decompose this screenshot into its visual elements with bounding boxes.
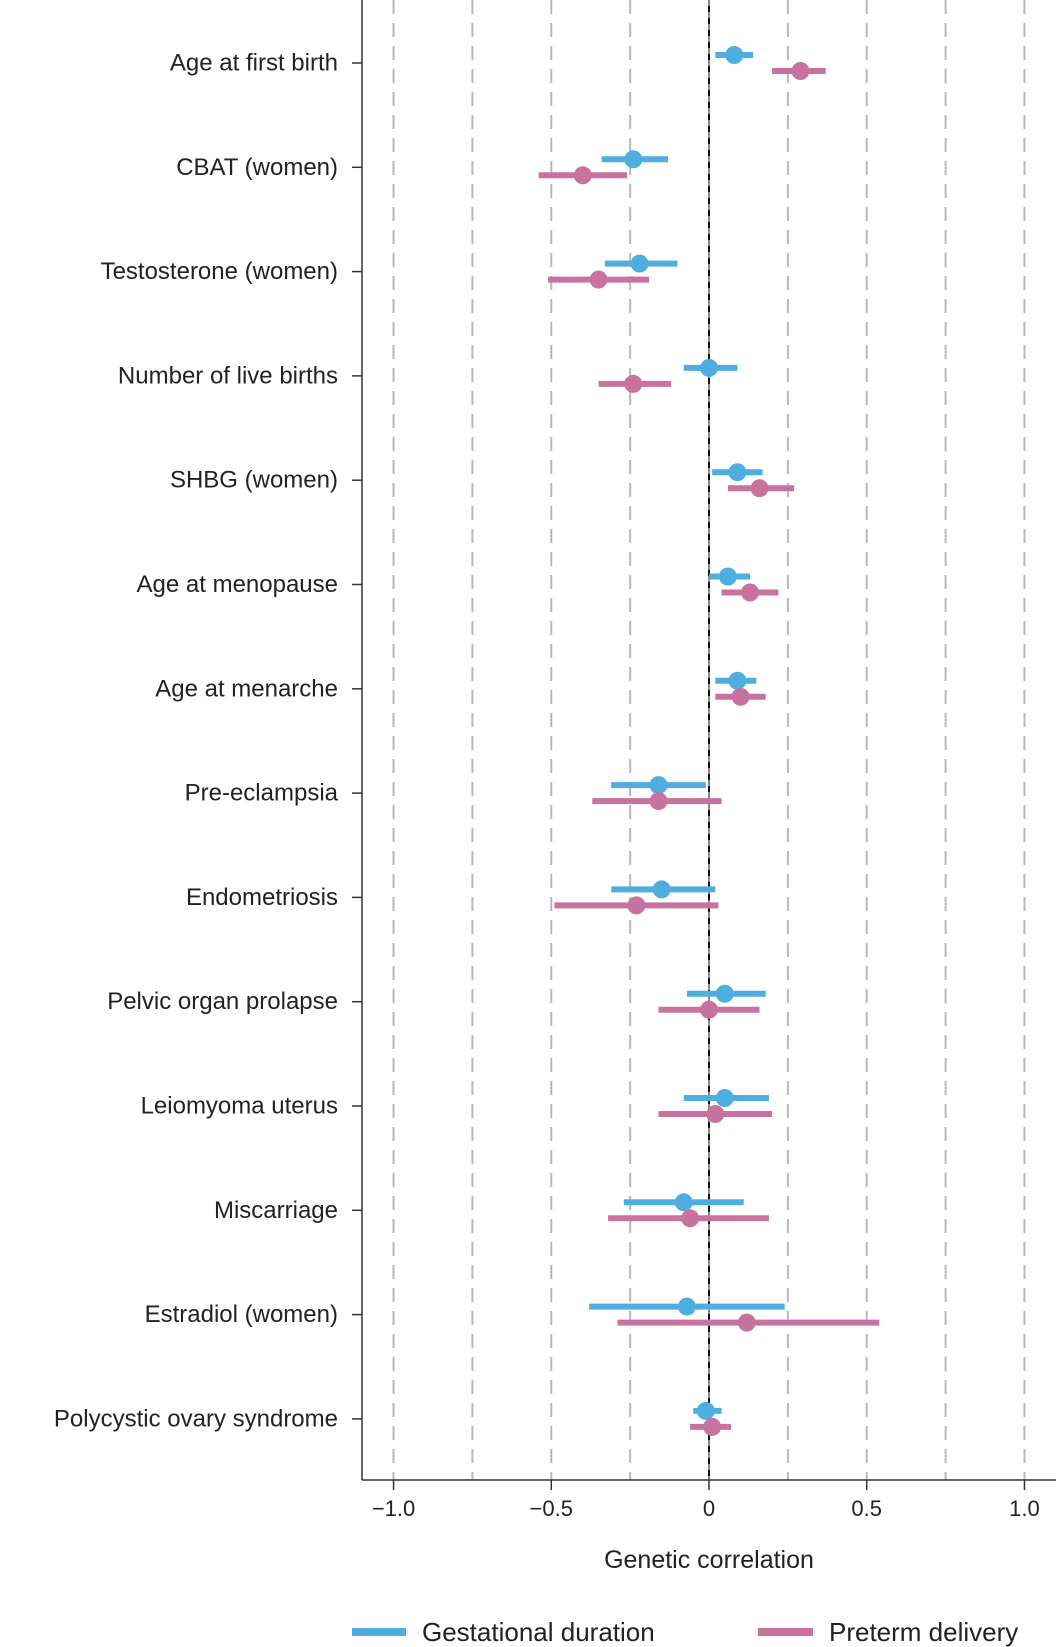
y-category-labels: Age at first birth CBAT (women) Testostero… <box>54 50 339 1433</box>
point-estimate <box>649 776 668 795</box>
point-estimate <box>706 1105 725 1123</box>
point-estimate <box>791 62 810 80</box>
category-label: Endometriosis <box>186 884 338 911</box>
point-estimate <box>731 687 750 706</box>
x-tick-label: 0.5 <box>851 1496 882 1521</box>
category-label: Testosterone (women) <box>101 258 338 285</box>
x-tick-label: −0.5 <box>530 1496 573 1521</box>
x-tick-label: −1.0 <box>372 1496 415 1521</box>
point-estimate <box>728 671 747 690</box>
data-marks <box>538 46 880 1436</box>
point-estimate <box>737 1313 756 1332</box>
point-estimate <box>700 358 718 377</box>
category-label: Leiomyoma uterus <box>141 1093 338 1120</box>
category-label: Pre-eclampsia <box>185 780 339 807</box>
category-label: SHBG (women) <box>170 467 338 494</box>
point-estimate <box>750 479 769 498</box>
point-estimate <box>630 254 649 273</box>
category-label: Polycystic ovary syndrome <box>54 1405 338 1432</box>
category-label: Estradiol (women) <box>145 1301 338 1328</box>
category-label: Pelvic organ prolapse <box>107 988 338 1015</box>
x-ticks: −1.0 −0.5 0 0.5 1.0 <box>372 1480 1040 1521</box>
category-label: Age at menarche <box>155 675 338 702</box>
point-estimate <box>681 1209 700 1228</box>
point-estimate <box>589 270 608 289</box>
category-label: Age at first birth <box>170 50 338 77</box>
point-estimate <box>573 166 592 185</box>
point-estimate <box>703 1417 722 1436</box>
gridlines <box>392 0 1026 1480</box>
point-estimate <box>627 896 646 915</box>
category-label: Age at menopause <box>137 571 338 598</box>
category-label: Miscarriage <box>214 1197 338 1224</box>
point-estimate <box>718 567 737 586</box>
point-estimate <box>725 46 744 64</box>
x-tick-label: 1.0 <box>1009 1496 1040 1521</box>
legend: Gestational duration Preterm delivery <box>352 1617 1018 1647</box>
point-estimate <box>677 1297 696 1316</box>
category-label: CBAT (women) <box>176 154 338 181</box>
point-estimate <box>624 150 643 169</box>
legend-label: Preterm delivery <box>829 1617 1018 1647</box>
point-estimate <box>715 1089 734 1107</box>
point-estimate <box>696 1401 715 1420</box>
y-ticks <box>352 62 362 1420</box>
point-estimate <box>674 1193 693 1212</box>
point-estimate <box>728 463 747 482</box>
point-estimate <box>649 792 668 811</box>
point-estimate <box>741 583 760 602</box>
point-estimate <box>700 1000 718 1019</box>
point-estimate <box>652 880 671 899</box>
legend-label: Gestational duration <box>422 1617 655 1647</box>
series-gestational-duration <box>589 46 785 1420</box>
x-tick-label: 0 <box>703 1496 715 1521</box>
point-estimate <box>624 374 643 393</box>
x-axis-title: Genetic correlation <box>604 1546 814 1574</box>
category-label: Number of live births <box>118 362 338 389</box>
series-preterm-delivery <box>538 62 880 1436</box>
point-estimate <box>715 984 734 1003</box>
